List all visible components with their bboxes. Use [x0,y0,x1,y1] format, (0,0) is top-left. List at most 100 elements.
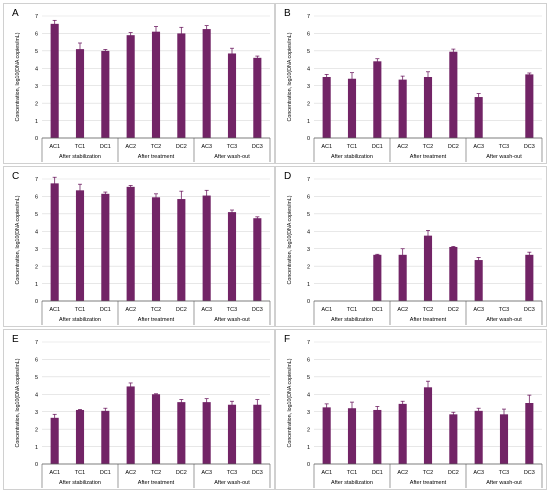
error-bar-tc1 [78,183,82,197]
y-tick-label: 5 [35,212,38,218]
group-label: After wash-out [214,154,250,160]
x-tick-label-tc3: TC3 [499,144,509,150]
y-tick-label: 4 [35,229,38,235]
x-tick-label-dc3: DC3 [252,307,263,313]
x-tick-label-dc2: DC2 [448,470,459,476]
y-tick-label: 2 [35,427,38,433]
x-tick-label-tc1: TC1 [347,144,357,150]
error-bar-tc2 [426,71,430,83]
bar-ac1 [50,417,59,464]
error-bar-tc1 [78,42,82,56]
y-axis-title: Concentration, log10(DNA copies/mL) [287,358,293,447]
y-tick-label: 6 [35,32,38,38]
bar-dc3 [253,218,262,301]
error-bar-ac3 [204,25,209,33]
error-bar-dc3 [255,55,260,60]
bar-dc3 [525,254,534,301]
bar-dc3 [525,403,534,464]
bar-tc1 [75,190,85,301]
bar-ac1 [322,407,331,464]
bar-dc1 [101,410,110,464]
x-tick-label-dc1: DC1 [100,307,111,313]
error-bar-tc2 [426,380,430,394]
bar-chart-a: 0 1 2 3 4 5 6 7 Concentration, log10(DNA copies/… [15,14,271,162]
panel-label-b: B [284,8,291,19]
x-tick-label-dc1: DC1 [100,470,111,476]
x-tick-label-dc3: DC3 [252,144,263,150]
bar-ac1 [50,183,59,301]
error-bar-ac2 [128,185,133,189]
bar-dc2 [177,199,186,301]
y-tick-label: 7 [307,340,310,346]
x-tick-label-ac1: AC1 [49,144,60,150]
error-bar-ac2 [400,400,405,407]
group-label: After stabilization [331,480,373,486]
x-tick-label-tc2: TC2 [423,470,433,476]
chart-panel-a: 0 1 2 3 4 5 6 7 Concentration, log10(DNA copies/… [3,3,275,164]
y-tick-label: 4 [307,392,310,398]
y-tick-label: 3 [35,410,38,416]
y-tick-label: 4 [35,392,38,398]
y-tick-label: 7 [307,14,310,20]
bar-dc2 [449,246,458,301]
group-label: After wash-out [214,317,250,323]
error-bar-ac3 [476,93,481,101]
bar-ac3 [474,97,483,138]
y-tick-label: 2 [35,264,38,270]
group-label: After wash-out [486,480,522,486]
bar-tc2 [423,387,433,464]
group-label: After stabilization [331,154,373,160]
error-bar-dc2 [179,399,184,406]
bar-ac2 [398,254,407,301]
y-tick-label: 3 [307,247,310,253]
y-tick-label: 5 [307,375,310,381]
x-tick-label-ac1: AC1 [49,307,60,313]
x-tick-label-tc1: TC1 [347,470,357,476]
x-tick-label-tc2: TC2 [151,307,161,313]
error-bar-tc1 [78,409,82,411]
group-label: After stabilization [331,317,373,323]
x-tick-label-tc2: TC2 [423,307,433,313]
error-bar-ac1 [324,403,329,412]
bar-dc2 [177,402,186,464]
bar-ac3 [202,29,211,139]
bar-dc3 [253,404,262,464]
y-axis-title: Concentration, log10(DNA copies/mL) [287,195,293,284]
error-bar-ac1 [52,19,57,28]
error-bar-dc2 [451,411,456,417]
error-bar-tc2 [154,193,158,202]
y-axis-title: Concentration, log10(DNA copies/mL) [15,195,21,284]
bar-tc2 [151,197,161,301]
x-tick-label-tc1: TC1 [75,470,85,476]
x-tick-label-ac1: AC1 [49,470,60,476]
x-tick-label-tc3: TC3 [227,470,237,476]
y-tick-label: 5 [35,375,38,381]
error-bar-dc1 [375,58,380,65]
y-tick-label: 3 [307,410,310,416]
bar-dc2 [449,414,458,464]
x-tick-label-dc2: DC2 [176,470,187,476]
x-tick-label-ac2: AC2 [397,470,408,476]
y-tick-label: 0 [35,136,38,142]
bar-dc1 [101,193,110,301]
y-tick-label: 2 [35,101,38,107]
bar-ac3 [474,410,483,464]
y-tick-label: 2 [307,427,310,433]
bar-dc3 [525,74,534,138]
bar-chart-b: 0 1 2 3 4 5 6 7 Concentration, log10(DNA copies/… [287,14,543,162]
error-bar-ac2 [400,75,405,84]
group-label: After treatment [138,480,175,486]
bar-ac2 [398,79,407,138]
bar-tc3 [499,414,509,464]
y-tick-label: 3 [35,247,38,253]
bar-chart-c: 0 1 2 3 4 5 6 7 Concentration, log10(DNA copies/… [15,176,271,325]
error-bar-ac2 [400,248,405,262]
bar-chart-e: 0 1 2 3 4 5 6 7 Concentration, log10(DNA copies/… [15,340,271,488]
bar-tc1 [347,408,357,464]
x-tick-label-dc1: DC1 [372,144,383,150]
error-bar-ac3 [476,257,481,264]
y-tick-label: 7 [307,177,310,183]
group-label: After treatment [138,317,175,323]
bar-ac2 [126,386,135,464]
x-tick-label-tc1: TC1 [347,307,357,313]
